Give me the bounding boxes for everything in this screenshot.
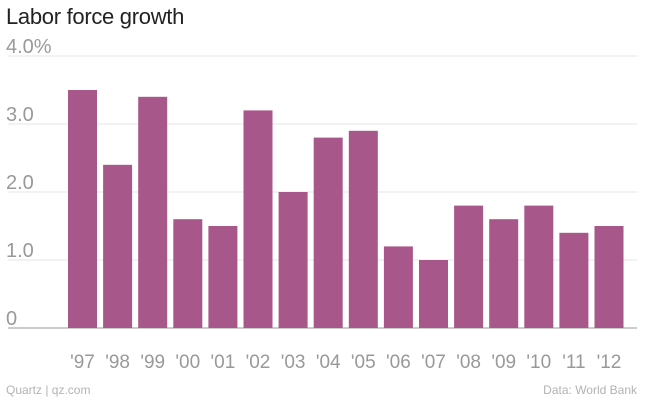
bar [489, 219, 519, 328]
bar [594, 226, 624, 328]
y-tick-label: 2.0 [6, 172, 34, 194]
y-tick-label: 1.0 [6, 240, 34, 262]
x-tick-label: '10 [526, 352, 551, 373]
x-tick-label: '99 [140, 352, 165, 373]
x-tick-label: '02 [246, 352, 271, 373]
x-tick-label: '97 [70, 352, 95, 373]
x-tick-label: '08 [456, 352, 481, 373]
x-tick-label: '12 [597, 352, 622, 373]
x-tick-label: '98 [105, 352, 130, 373]
x-tick-label: '03 [281, 352, 306, 373]
chart-title: Labor force growth [6, 4, 185, 29]
bar [243, 110, 273, 329]
bar [138, 96, 168, 328]
bar [419, 260, 448, 328]
bars [68, 90, 624, 329]
y-tick-labels: 0 1.0 2.0 3.0 4.0% [6, 36, 52, 330]
y-tick-label: 4.0% [6, 36, 52, 58]
bar [313, 137, 343, 328]
bar [454, 205, 484, 328]
y-tick-label: 3.0 [6, 104, 34, 126]
bar [103, 164, 133, 328]
y-tick-label: 0 [6, 308, 17, 330]
bar [559, 232, 589, 328]
bar [348, 130, 378, 328]
x-tick-labels: '97 '98 '99 '00 '01 '02 '03 '04 '05 '06 '07 '08 '09 '… [70, 352, 621, 373]
source-credit: Quartz | qz.com [6, 383, 91, 397]
x-tick-label: '09 [491, 352, 516, 373]
bar [208, 226, 238, 328]
bar [383, 246, 413, 328]
x-tick-label: '11 [562, 352, 585, 373]
x-tick-label: '01 [211, 352, 236, 373]
x-tick-label: '00 [175, 352, 200, 373]
data-source: Data: World Bank [543, 383, 637, 397]
x-tick-label: '06 [386, 352, 411, 373]
bar [68, 90, 97, 328]
x-tick-label: '07 [421, 352, 446, 373]
bar [278, 192, 308, 328]
bar [173, 219, 203, 328]
bar [524, 205, 554, 328]
x-tick-label: '05 [351, 352, 376, 373]
x-tick-label: '04 [316, 352, 341, 373]
